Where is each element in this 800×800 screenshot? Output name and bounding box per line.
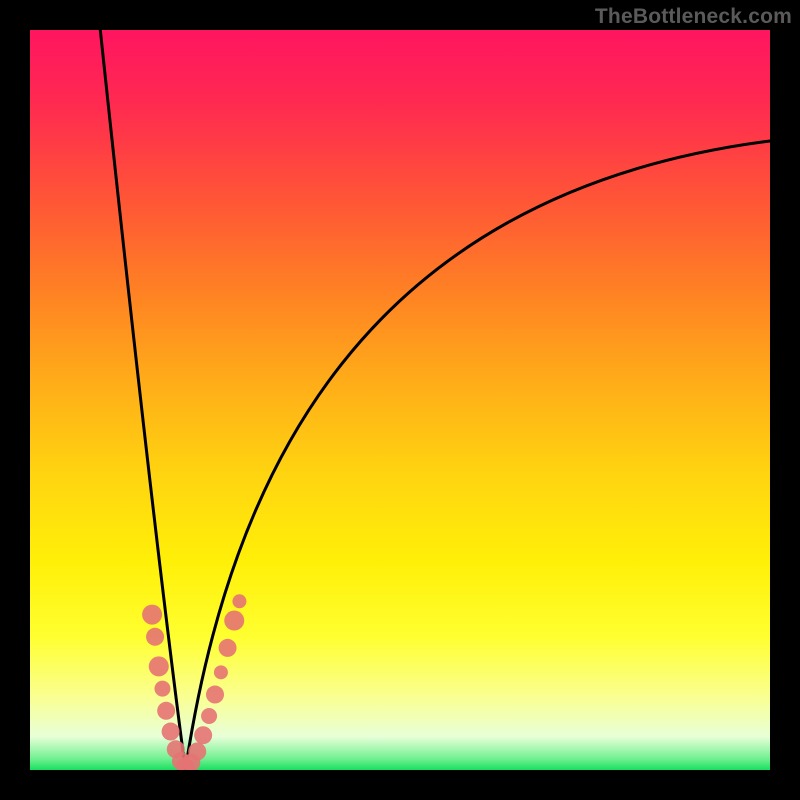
- data-marker: [232, 594, 246, 608]
- data-marker: [206, 686, 224, 704]
- chart-stage: TheBottleneck.com: [0, 0, 800, 800]
- bottleneck-chart-svg: [0, 0, 800, 800]
- data-marker: [214, 665, 228, 679]
- data-marker: [146, 628, 164, 646]
- data-marker: [224, 611, 244, 631]
- data-marker: [188, 743, 206, 761]
- data-marker: [201, 708, 217, 724]
- data-marker: [149, 656, 169, 676]
- data-marker: [194, 726, 212, 744]
- data-marker: [219, 639, 237, 657]
- data-marker: [162, 723, 180, 741]
- data-marker: [157, 702, 175, 720]
- data-marker: [154, 681, 170, 697]
- data-marker: [142, 605, 162, 625]
- watermark-text: TheBottleneck.com: [595, 5, 792, 29]
